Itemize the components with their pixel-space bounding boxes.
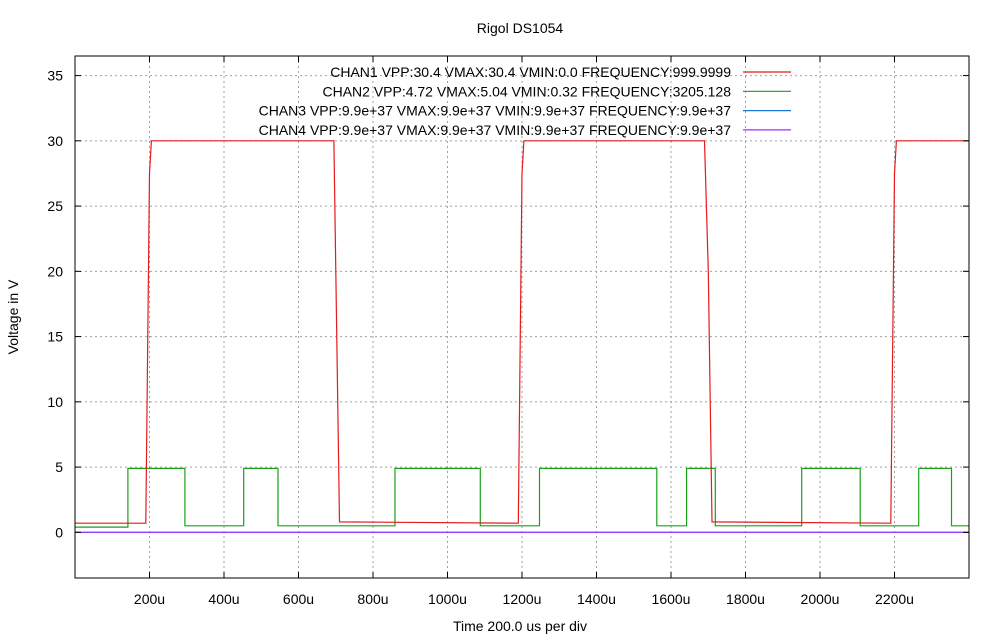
grid	[75, 56, 969, 578]
x-tick-label: 600u	[283, 591, 314, 607]
legend-label-chan2: CHAN2 VPP:4.72 VMAX:5.04 VMIN:0.32 FREQU…	[322, 83, 731, 99]
x-tick-label: 800u	[357, 591, 388, 607]
legend: CHAN1 VPP:30.4 VMAX:30.4 VMIN:0.0 FREQUE…	[259, 64, 791, 138]
y-tick-label: 25	[47, 198, 63, 214]
legend-label-chan4: CHAN4 VPP:9.9e+37 VMAX:9.9e+37 VMIN:9.9e…	[259, 122, 732, 138]
x-tick-label: 400u	[208, 591, 239, 607]
chart-title: Rigol DS1054	[477, 20, 564, 36]
x-tick-label: 1000u	[428, 591, 467, 607]
y-tick-label: 35	[47, 68, 63, 84]
series-line-chan2	[75, 467, 969, 528]
y-tick-label: 30	[47, 133, 63, 149]
x-tick-label: 2200u	[875, 591, 914, 607]
y-tick-label: 20	[47, 263, 63, 279]
series-layer	[75, 140, 969, 533]
legend-label-chan1: CHAN1 VPP:30.4 VMAX:30.4 VMIN:0.0 FREQUE…	[330, 64, 731, 80]
ticks: 0 5 10 15 20 25 30 35 200u 400u 600u 800u 1000u 1200u…	[47, 56, 969, 607]
x-axis-label: Time 200.0 us per div	[453, 618, 587, 634]
y-tick-label: 0	[55, 524, 63, 540]
y-tick-label: 10	[47, 394, 63, 410]
y-tick-label: 5	[55, 459, 63, 475]
y-axis-label: Voltage in V	[5, 279, 21, 354]
x-tick-label: 1200u	[503, 591, 542, 607]
y-tick-label: 15	[47, 329, 63, 345]
x-tick-label: 2000u	[801, 591, 840, 607]
legend-label-chan3: CHAN3 VPP:9.9e+37 VMAX:9.9e+37 VMIN:9.9e…	[259, 103, 732, 119]
x-tick-label: 1400u	[577, 591, 616, 607]
series-line-chan1	[75, 140, 969, 524]
x-tick-label: 1800u	[726, 591, 765, 607]
x-tick-label: 200u	[134, 591, 165, 607]
x-tick-label: 1600u	[652, 591, 691, 607]
